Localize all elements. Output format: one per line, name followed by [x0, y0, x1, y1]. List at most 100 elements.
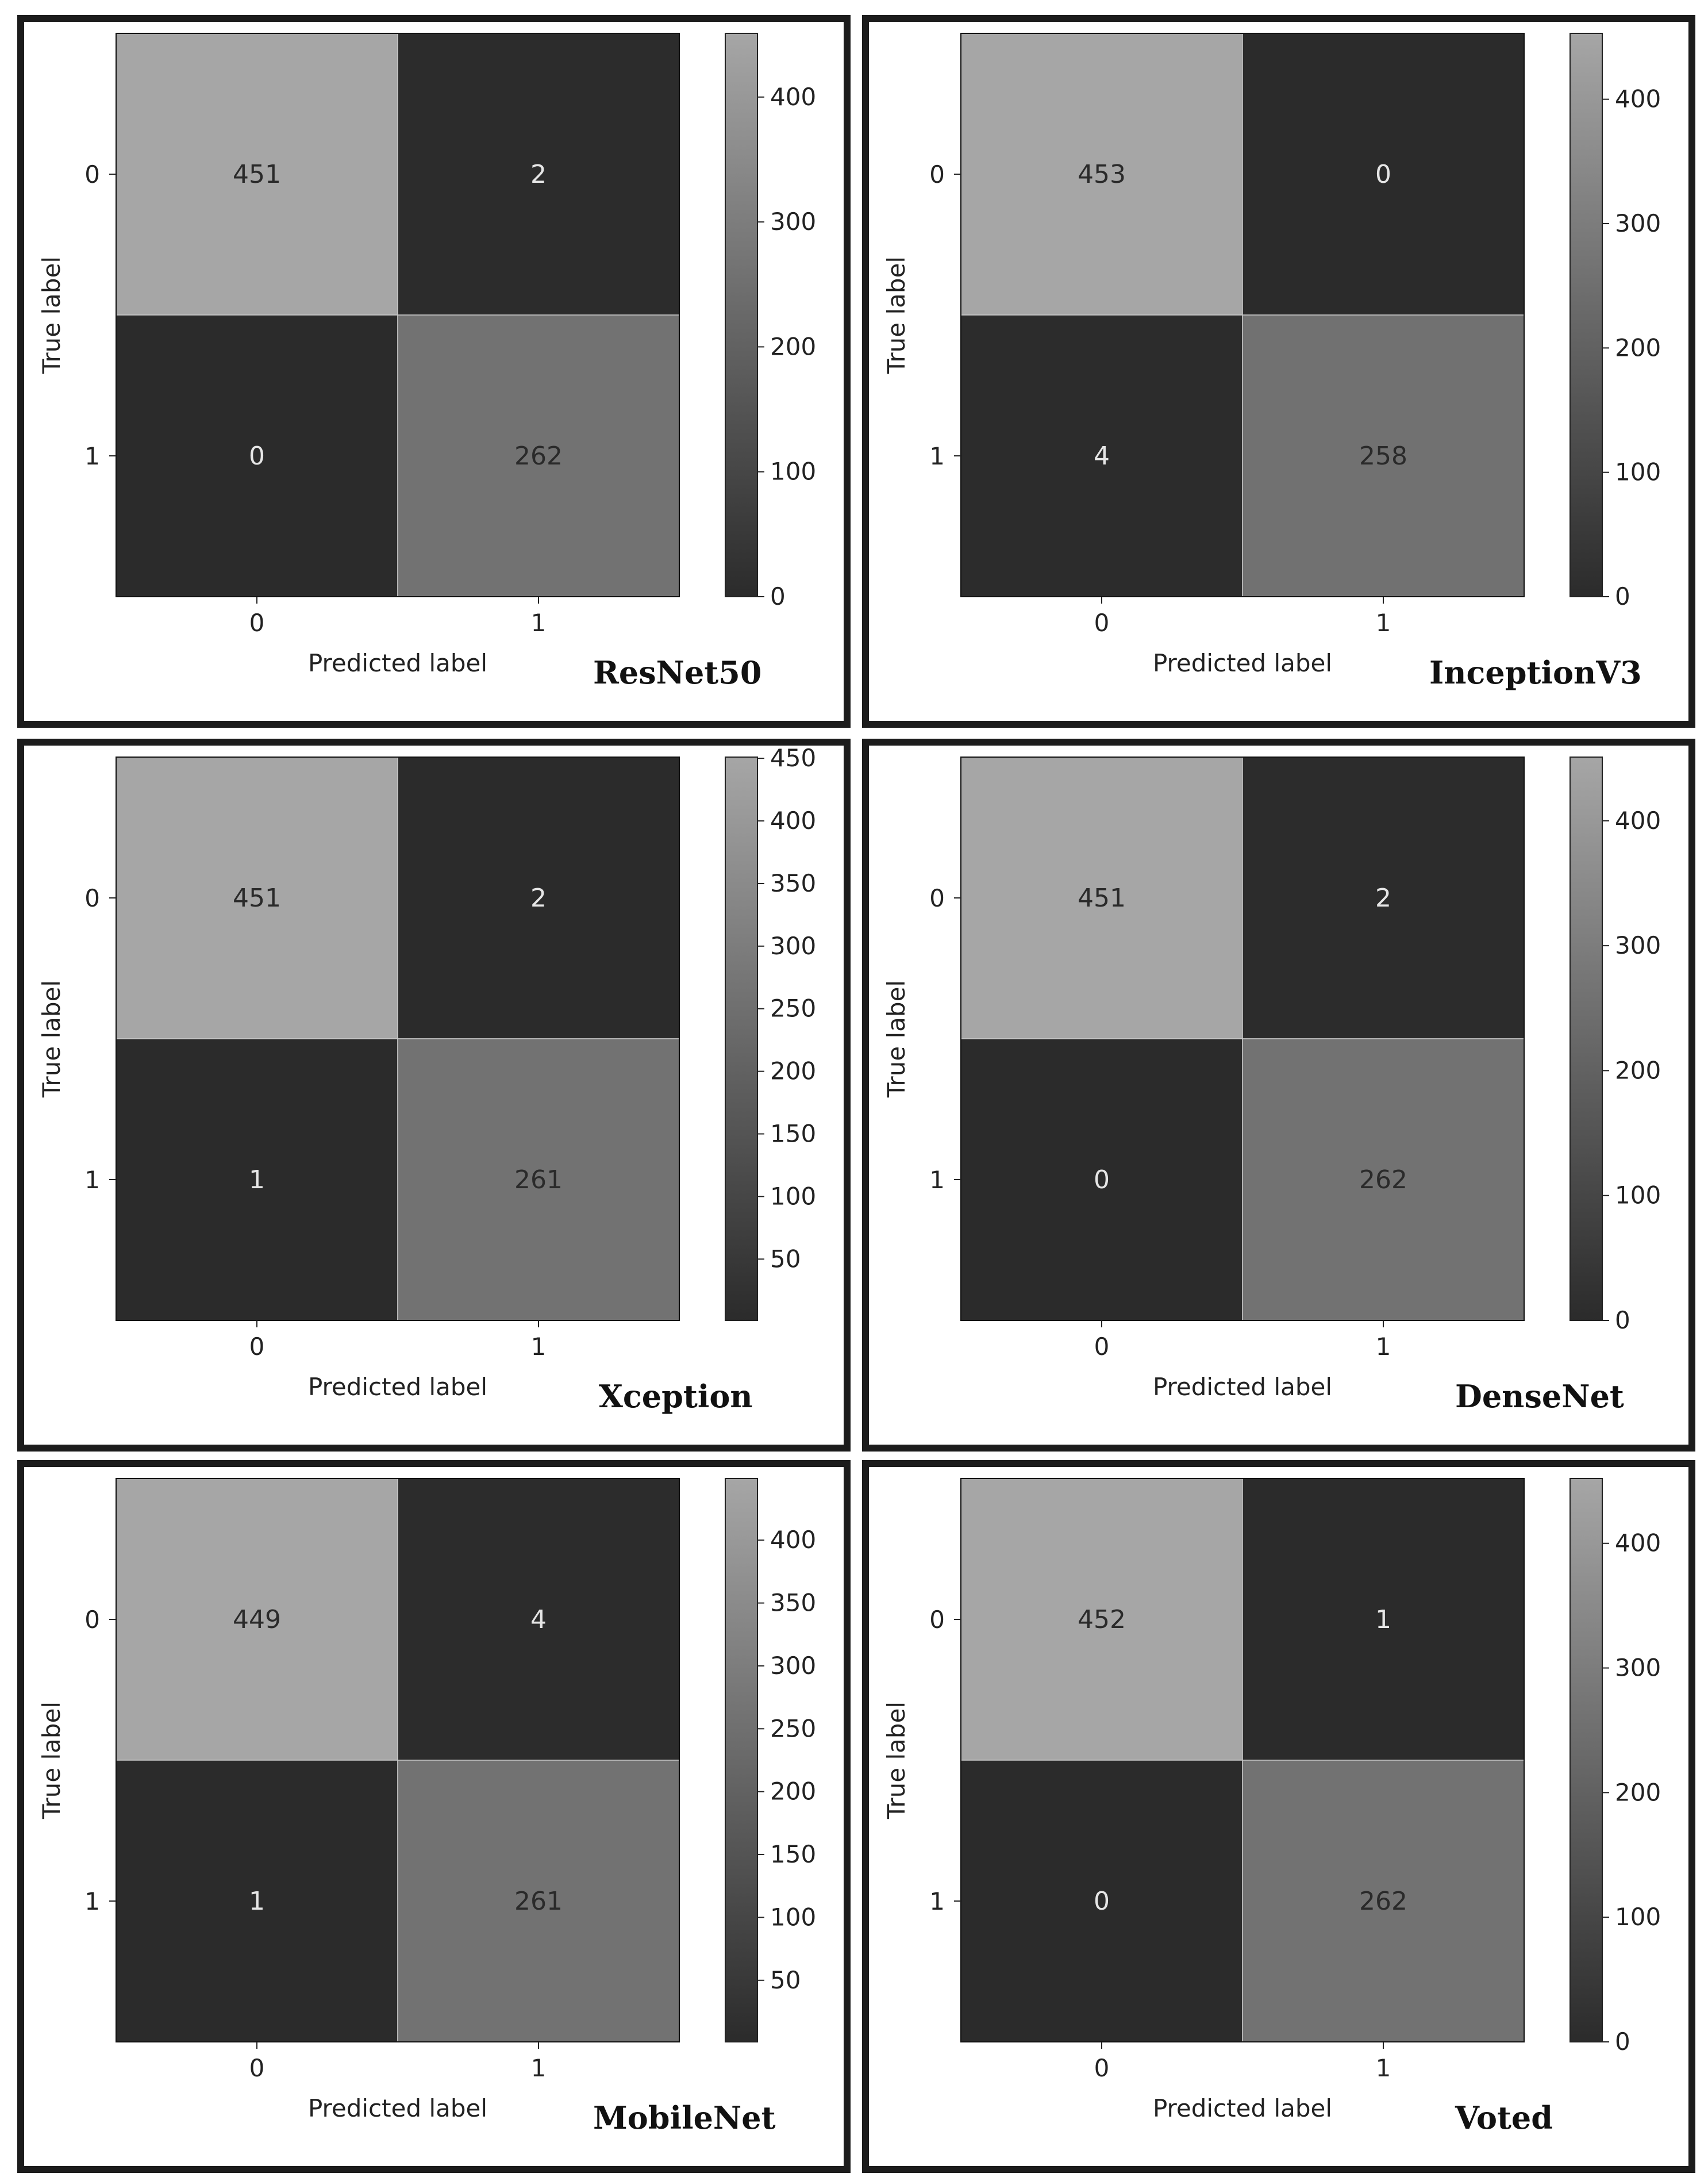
y-axis-label: True label [37, 256, 66, 374]
model-name-mobilenet: MobileNet [593, 2099, 776, 2136]
colorbar-tick-label: 200 [770, 332, 816, 360]
confusion-matrix-densenet: 451 2 0 262 0 1 0 1 Predicted label True label 0 10… [882, 757, 1661, 1401]
model-name-densenet: DenseNet [1455, 1378, 1624, 1415]
heatmap-cell [960, 1760, 1243, 2042]
plot-frame [960, 33, 1525, 597]
cell-value-label: 1 [1375, 1605, 1391, 1634]
colorbar [1569, 33, 1603, 597]
colorbar-tick-label: 200 [1615, 333, 1661, 362]
heatmap-cell [960, 757, 1243, 1039]
colorbar-tick-label: 400 [1615, 85, 1661, 113]
heatmap-cell [116, 757, 398, 1039]
model-name-voted: Voted [1455, 2099, 1553, 2136]
y-axis-label: True label [37, 980, 66, 1098]
y-tick-label: 0 [84, 884, 100, 912]
heatmap-cell [397, 1038, 680, 1321]
colorbar-tick-label: 250 [770, 1714, 816, 1742]
heatmap-cell [397, 1760, 680, 2042]
panel-voted: 452 1 0 262 0 1 0 1 Predicted label True label 0 10… [862, 1460, 1695, 2173]
x-axis-label: Predicted label [308, 1373, 487, 1401]
colorbar-tick-label: 100 [770, 458, 816, 486]
panel-inceptionv3: 453 0 4 258 0 1 0 1 Predicted label True label 0 10… [862, 15, 1695, 728]
heatmap-cell [960, 314, 1243, 597]
colorbar-tick-label: 100 [770, 1182, 816, 1210]
heatmap-cell [116, 1478, 398, 1761]
cell-value-label: 262 [1359, 1887, 1407, 1916]
colorbar-tick-label: 300 [1615, 209, 1661, 237]
cell-value-label: 451 [233, 884, 281, 913]
y-axis-label: True label [882, 1702, 910, 1819]
heatmap-cell [960, 33, 1243, 316]
colorbar-tick-label: 0 [1615, 2028, 1630, 2056]
colorbar-tick-label: 300 [770, 1652, 816, 1680]
heatmap-cell [397, 757, 680, 1039]
confusion-matrix-resnet50: 451 2 0 262 0 1 0 1 Predicted label True label 0 10… [37, 33, 816, 677]
y-tick-label: 0 [84, 160, 100, 189]
colorbar-tick-label: 100 [1615, 458, 1661, 486]
colorbar-tick-label: 400 [1615, 807, 1661, 835]
heatmap-cell [116, 33, 398, 316]
y-tick-label: 1 [929, 442, 945, 470]
cell-value-label: 2 [1375, 884, 1391, 913]
x-axis-label: Predicted label [1153, 1373, 1332, 1401]
colorbar-tick-label: 200 [1615, 1056, 1661, 1084]
x-axis-label: Predicted label [1153, 649, 1332, 677]
heatmap-cell [116, 1038, 398, 1321]
heatmap-cell [1242, 1760, 1525, 2042]
cell-value-label: 451 [233, 160, 281, 189]
cell-value-label: 262 [1359, 1165, 1407, 1195]
colorbar [725, 757, 758, 1321]
y-tick-label: 1 [84, 442, 100, 470]
colorbar [725, 1478, 758, 2042]
y-tick-label: 1 [84, 1166, 100, 1194]
panel-resnet50: 451 2 0 262 0 1 0 1 Predicted label True label 0 10… [17, 15, 851, 728]
plot-frame [116, 1478, 680, 2042]
colorbar-tick-label: 0 [1615, 1306, 1630, 1334]
y-tick-label: 0 [929, 1606, 945, 1634]
y-tick-label: 0 [929, 160, 945, 189]
colorbar [725, 33, 758, 597]
colorbar-tick-label: 350 [770, 869, 816, 897]
x-tick-label: 0 [249, 1333, 265, 1361]
cell-value-label: 2 [530, 160, 547, 189]
cell-value-label: 449 [233, 1605, 281, 1634]
heatmap-cell [397, 33, 680, 316]
colorbar-tick-label: 0 [770, 582, 786, 610]
y-axis-label: True label [37, 1702, 66, 1819]
heatmap-cell [397, 314, 680, 597]
y-tick-label: 1 [929, 1166, 945, 1194]
plot-frame [116, 33, 680, 597]
cell-value-label: 4 [1094, 441, 1110, 471]
confusion-matrix-inceptionv3: 453 0 4 258 0 1 0 1 Predicted label True label 0 10… [882, 33, 1661, 677]
x-tick-label: 1 [1376, 1333, 1391, 1361]
model-name-inceptionv3: InceptionV3 [1429, 654, 1642, 691]
panel-densenet: 451 2 0 262 0 1 0 1 Predicted label True label 0 10… [862, 739, 1695, 1452]
y-tick-label: 0 [929, 884, 945, 912]
x-tick-label: 1 [1376, 2054, 1391, 2082]
x-axis-label: Predicted label [308, 2094, 487, 2122]
colorbar-tick-label: 250 [770, 994, 816, 1023]
x-axis-label: Predicted label [1153, 2094, 1332, 2122]
heatmap-cell [116, 314, 398, 597]
cell-value-label: 1 [249, 1887, 265, 1916]
cell-value-label: 451 [1078, 884, 1126, 913]
heatmap-cell [116, 1760, 398, 2042]
colorbar-tick-label: 200 [770, 1057, 816, 1085]
cell-value-label: 262 [514, 441, 563, 471]
cell-value-label: 1 [249, 1165, 265, 1195]
confusion-matrix-voted: 452 1 0 262 0 1 0 1 Predicted label True label 0 10… [882, 1478, 1661, 2122]
colorbar-tick-label: 400 [770, 83, 816, 111]
heatmap-cell [1242, 1038, 1525, 1321]
heatmap-cell [1242, 1478, 1525, 1761]
panel-xception: 451 2 1 261 0 1 0 1 Predicted label True label 50 1… [17, 739, 851, 1452]
cell-value-label: 0 [1094, 1887, 1110, 1916]
colorbar-tick-label: 300 [770, 208, 816, 236]
colorbar-tick-label: 100 [770, 1903, 816, 1931]
y-axis-label: True label [882, 256, 910, 374]
cell-value-label: 0 [1375, 160, 1391, 189]
x-tick-label: 0 [249, 609, 265, 637]
model-name-xception: Xception [599, 1378, 753, 1415]
cell-value-label: 2 [530, 884, 547, 913]
colorbar-tick-label: 150 [770, 1120, 816, 1148]
x-tick-label: 1 [1376, 609, 1391, 637]
